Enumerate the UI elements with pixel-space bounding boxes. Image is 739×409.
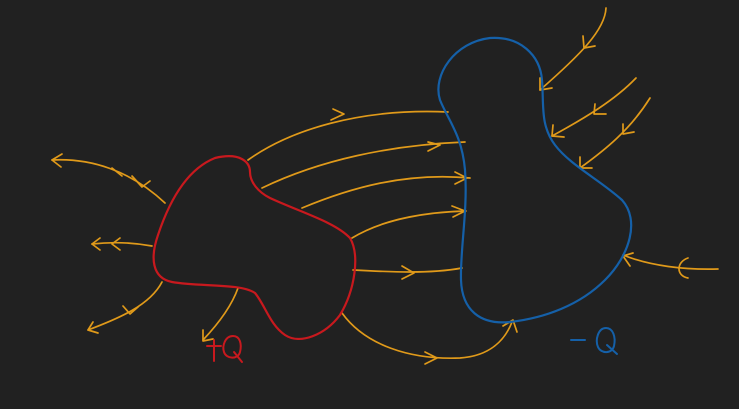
arrowhead	[51, 153, 63, 168]
field-line-out-lower-left	[87, 281, 163, 331]
arrowhead	[551, 124, 565, 138]
arrowhead	[454, 171, 468, 185]
field-lines	[51, 7, 719, 365]
field-line-out-upper-left	[51, 158, 166, 204]
field-line-connecting-2	[261, 141, 466, 189]
field-line-connecting-3	[301, 175, 471, 209]
negative-charge-label-text: -Q	[572, 335, 596, 359]
arrowhead	[424, 351, 438, 365]
positive-charge-label-text: +Q	[210, 343, 243, 367]
arrowhead	[539, 77, 553, 91]
field-line-in-top	[539, 7, 607, 91]
arrowhead	[111, 167, 123, 177]
field-line-in-upper-right	[551, 77, 637, 137]
arrowhead	[91, 237, 101, 251]
positive-charge-label: +Q	[206, 335, 243, 367]
letter-q	[222, 335, 243, 363]
field-line-in-lower-right	[622, 254, 719, 270]
field-line-connecting-4	[351, 210, 467, 239]
positive-charge-blob	[152, 155, 357, 340]
arrowhead	[87, 321, 99, 334]
arrowhead	[401, 265, 415, 280]
arrowhead	[593, 103, 607, 115]
letter-q	[595, 327, 618, 355]
arrowhead	[330, 108, 345, 121]
negative-charge-label: -Q	[570, 327, 618, 359]
arrowhead	[678, 257, 689, 279]
plus-sign	[206, 339, 222, 362]
arrowhead	[622, 123, 635, 135]
negative-charge-blob	[437, 36, 633, 324]
arrowhead	[122, 305, 139, 315]
arrowhead	[427, 141, 441, 152]
field-line-bottom-arc	[341, 312, 513, 359]
arrowhead	[582, 35, 596, 49]
arrowhead	[502, 319, 518, 333]
arrowhead	[111, 237, 121, 251]
field-line-out-down	[202, 287, 239, 341]
field-line-in-right	[579, 97, 651, 169]
arrowhead	[131, 175, 151, 188]
field-line-out-left	[91, 241, 153, 247]
field-line-top-arc	[247, 110, 449, 161]
arrowhead	[202, 329, 214, 342]
field-line-connecting-5	[352, 267, 463, 273]
